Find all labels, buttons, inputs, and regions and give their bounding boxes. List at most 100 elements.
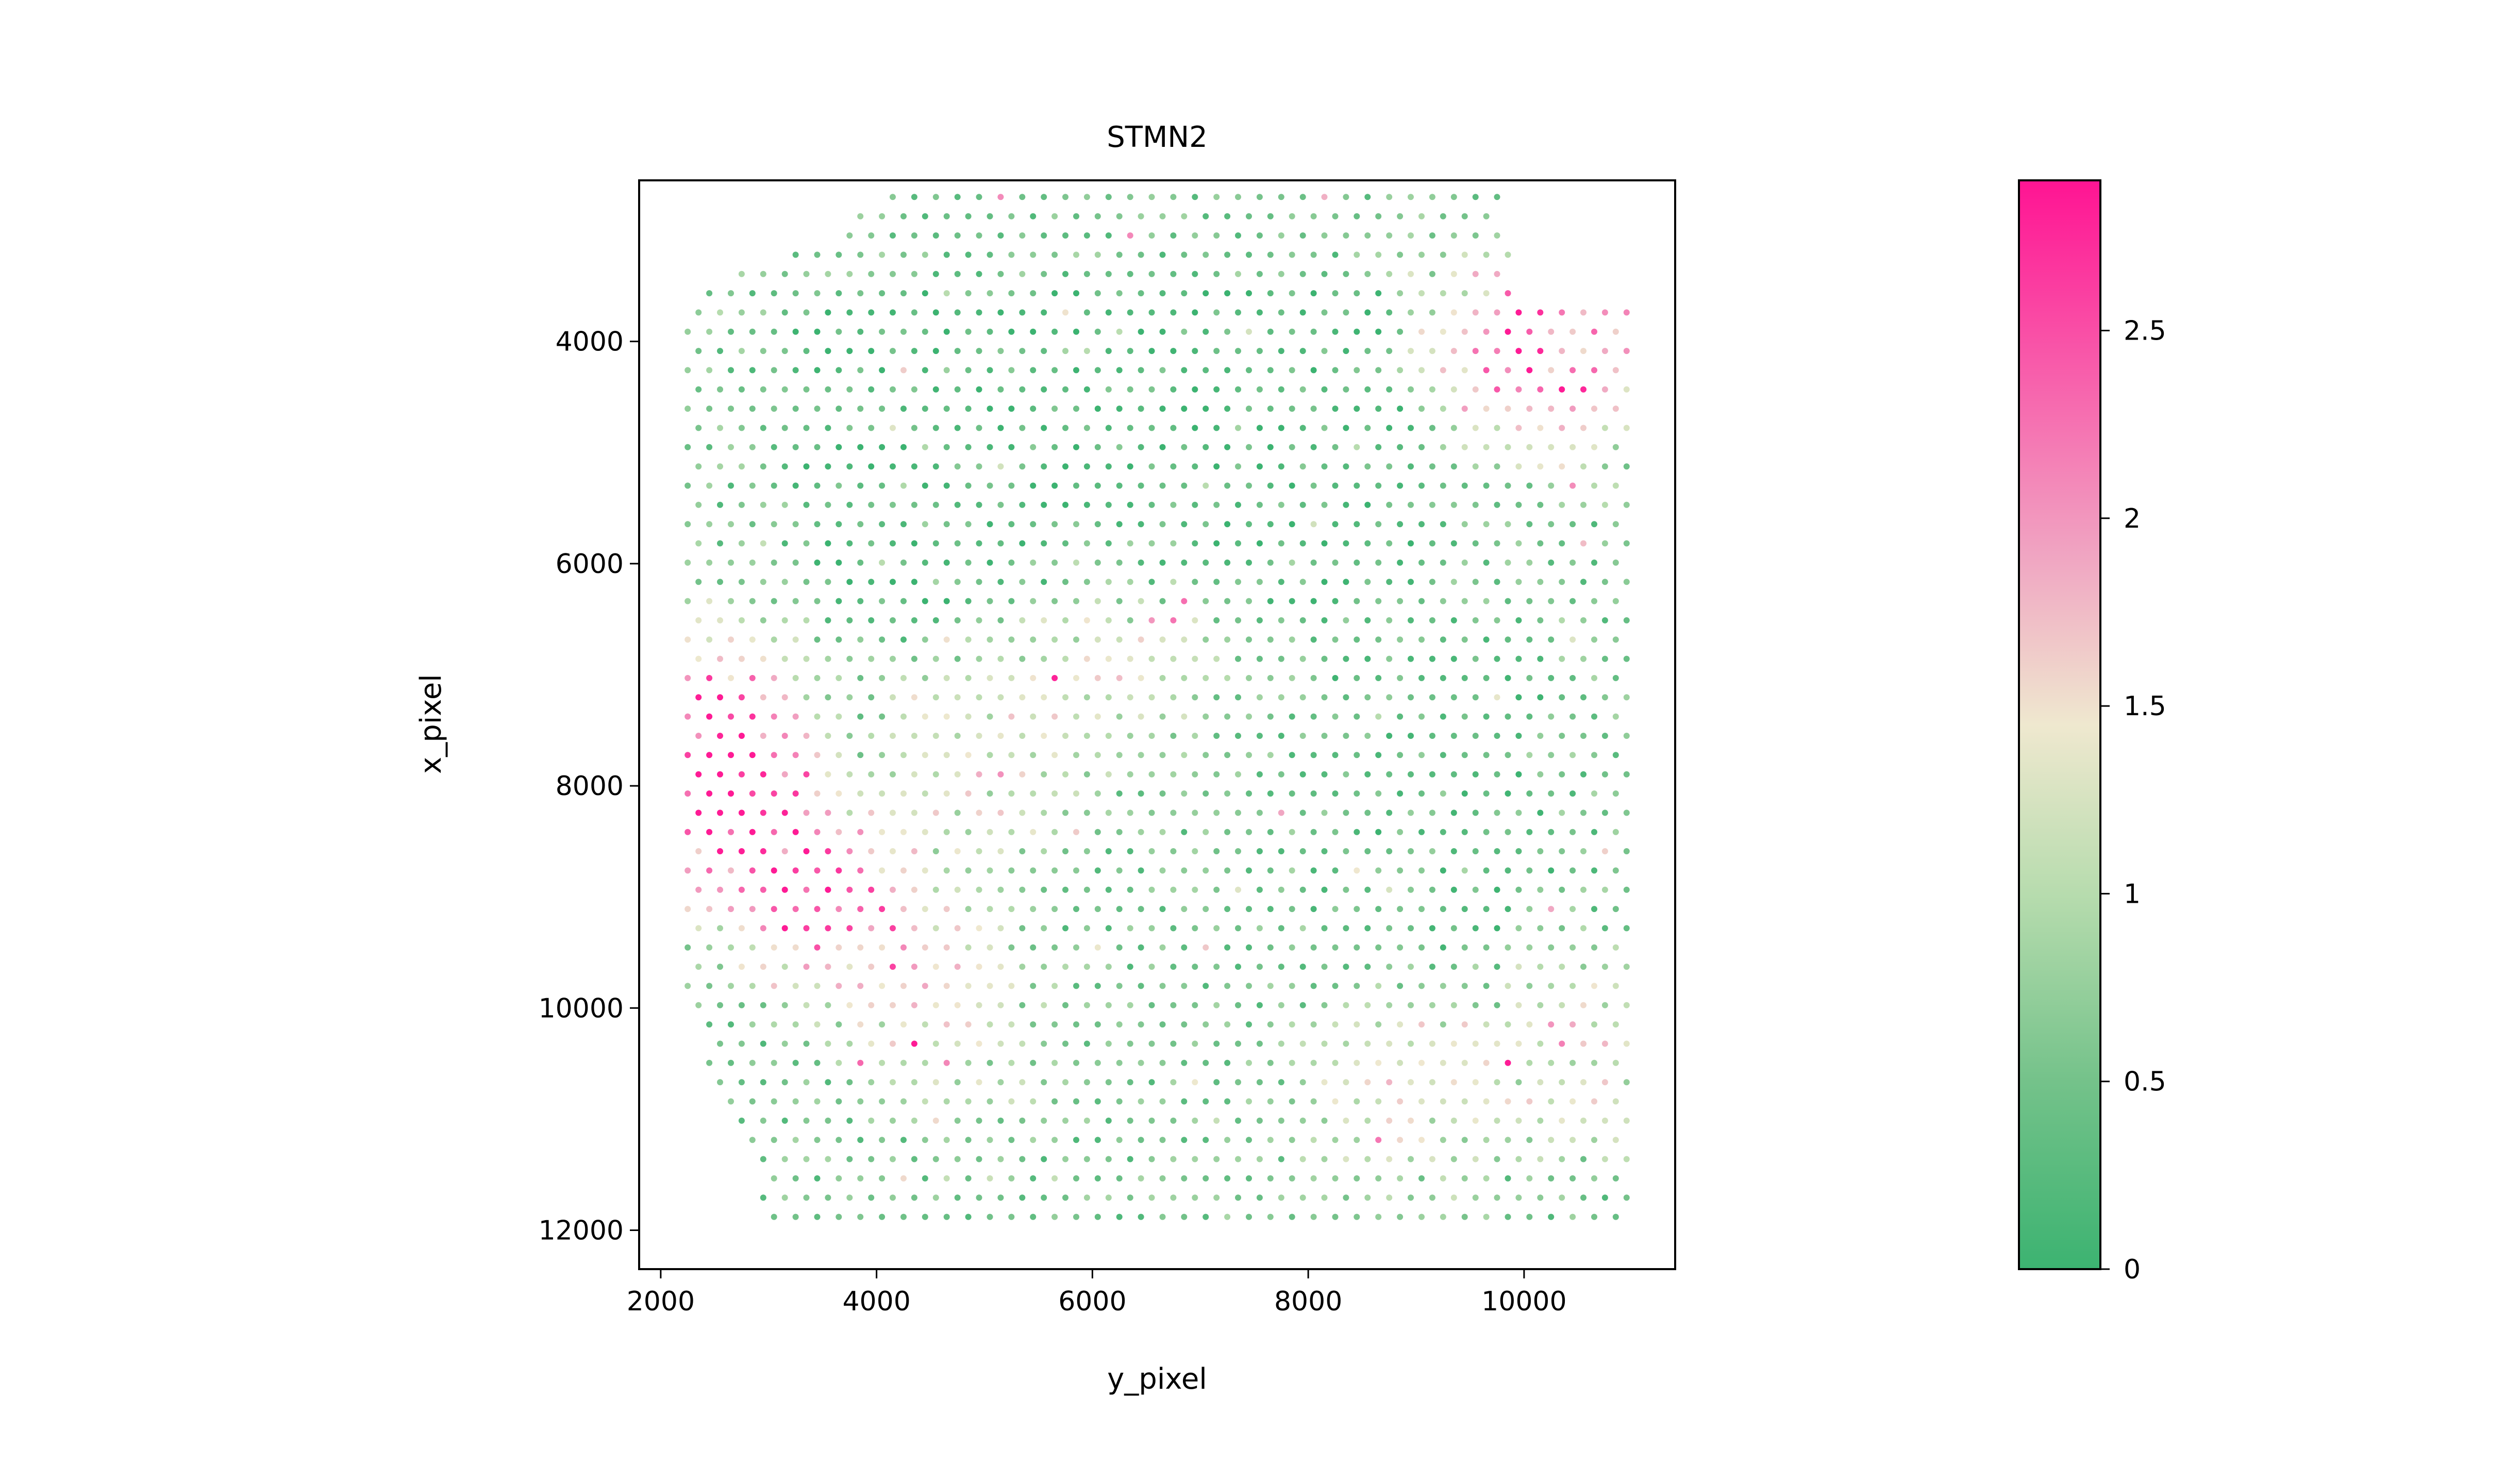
spot xyxy=(1289,944,1295,951)
spot xyxy=(1505,752,1511,758)
spot xyxy=(1030,1059,1037,1066)
spot xyxy=(1450,1040,1457,1047)
spot xyxy=(1580,425,1586,431)
spot xyxy=(1083,309,1090,316)
spot xyxy=(1332,406,1339,412)
spot xyxy=(1537,348,1544,355)
spot xyxy=(1408,194,1414,200)
spot xyxy=(825,579,831,585)
spot xyxy=(1397,1059,1404,1066)
spot xyxy=(1623,886,1630,893)
spot xyxy=(706,829,713,835)
spot xyxy=(1386,964,1393,970)
spot xyxy=(1537,1002,1544,1008)
spot xyxy=(1494,925,1500,932)
spot xyxy=(857,251,864,258)
spot xyxy=(771,944,777,951)
spot xyxy=(1041,848,1047,854)
spot xyxy=(1580,1117,1586,1124)
spot xyxy=(1418,1137,1425,1143)
spot xyxy=(1127,501,1133,508)
spot xyxy=(1354,1098,1360,1105)
spot xyxy=(1170,848,1177,854)
spot xyxy=(846,964,853,970)
spot xyxy=(1289,829,1295,835)
spot xyxy=(836,598,842,604)
spot xyxy=(1515,617,1522,623)
spot xyxy=(1299,886,1306,893)
spot xyxy=(922,636,928,643)
y-tick-label: 12000 xyxy=(539,1216,624,1246)
spot xyxy=(943,290,950,297)
spot xyxy=(1256,271,1263,277)
spot xyxy=(1299,271,1306,277)
spot xyxy=(836,829,842,835)
spot xyxy=(954,1194,961,1201)
spot xyxy=(760,425,766,431)
spot xyxy=(1354,328,1360,335)
spot xyxy=(1321,655,1328,662)
spot xyxy=(1623,386,1630,393)
spot xyxy=(1170,1194,1177,1201)
spot xyxy=(836,482,842,489)
spot xyxy=(1062,1156,1068,1162)
spot xyxy=(1591,752,1597,758)
spot xyxy=(997,1079,1004,1086)
spot xyxy=(1354,829,1360,835)
spot xyxy=(1483,1137,1490,1143)
spot xyxy=(1386,386,1393,393)
spot xyxy=(1559,501,1565,508)
spot xyxy=(1440,636,1446,643)
spot xyxy=(1397,559,1404,566)
spot xyxy=(728,1059,734,1066)
spot xyxy=(1472,1194,1479,1201)
spot xyxy=(1591,867,1597,874)
spot xyxy=(1483,290,1490,297)
spot xyxy=(717,1040,723,1047)
spot xyxy=(1041,1079,1047,1086)
spot xyxy=(1256,194,1263,200)
spot xyxy=(836,983,842,989)
spot xyxy=(1375,521,1382,528)
spot xyxy=(1440,482,1446,489)
spot xyxy=(1235,694,1241,701)
spot xyxy=(1505,444,1511,450)
spot xyxy=(1051,829,1058,835)
spot xyxy=(922,328,928,335)
spot xyxy=(1418,713,1425,720)
spot xyxy=(868,848,875,854)
spot xyxy=(857,521,864,528)
spot xyxy=(1569,1098,1576,1105)
spot xyxy=(1224,406,1231,412)
spot xyxy=(717,348,723,355)
spot xyxy=(1127,1040,1133,1047)
spot xyxy=(1559,1040,1565,1047)
spot xyxy=(879,559,886,566)
spot xyxy=(1321,848,1328,854)
spot xyxy=(749,559,756,566)
spot xyxy=(825,309,831,316)
spot xyxy=(943,559,950,566)
spot xyxy=(1375,674,1382,681)
spot xyxy=(1083,579,1090,585)
spot xyxy=(1116,213,1123,220)
spot xyxy=(1343,425,1349,431)
spot xyxy=(1515,655,1522,662)
spot xyxy=(1601,964,1608,970)
spot xyxy=(1537,540,1544,547)
spot xyxy=(1623,309,1630,316)
spot xyxy=(857,867,864,874)
spot xyxy=(922,867,928,874)
spot xyxy=(1364,1194,1371,1201)
spot xyxy=(1289,983,1295,989)
spot xyxy=(1224,559,1231,566)
spot xyxy=(1526,1213,1533,1220)
spot xyxy=(987,790,993,797)
spot xyxy=(1386,1117,1393,1124)
spot xyxy=(1375,559,1382,566)
spot xyxy=(1192,733,1198,739)
spot xyxy=(1450,309,1457,316)
spot xyxy=(1203,598,1209,604)
spot xyxy=(1299,309,1306,316)
spot xyxy=(1267,406,1274,412)
